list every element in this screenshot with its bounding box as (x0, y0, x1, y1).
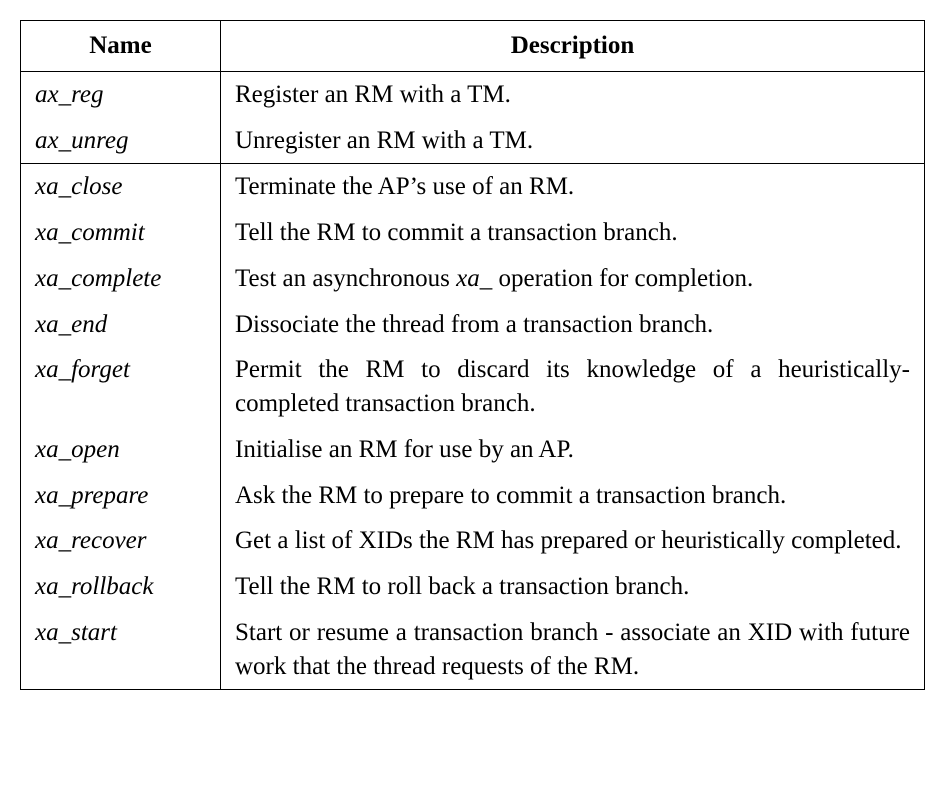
function-name: ax_unreg (21, 118, 221, 164)
function-description: Test an asynchronous xa_ operation for c… (221, 256, 925, 302)
function-name: xa_open (21, 427, 221, 473)
function-name: xa_end (21, 302, 221, 348)
table-row: xa_commitTell the RM to commit a transac… (21, 210, 925, 256)
col-header-name: Name (21, 21, 221, 72)
table-row: xa_forgetPermit the RM to discard its kn… (21, 347, 925, 427)
function-description: Dissociate the thread from a transaction… (221, 302, 925, 348)
function-description: Tell the RM to commit a transaction bran… (221, 210, 925, 256)
table-row: ax_unregUnregister an RM with a TM. (21, 118, 925, 164)
table-row: xa_completeTest an asynchronous xa_ oper… (21, 256, 925, 302)
function-name: ax_reg (21, 71, 221, 117)
function-description: Start or resume a transaction branch - a… (221, 610, 925, 690)
function-description: Tell the RM to roll back a transaction b… (221, 564, 925, 610)
function-name: xa_recover (21, 518, 221, 564)
function-name: xa_rollback (21, 564, 221, 610)
table-row: xa_prepareAsk the RM to prepare to commi… (21, 473, 925, 519)
function-name: xa_commit (21, 210, 221, 256)
function-description: Permit the RM to discard its knowledge o… (221, 347, 925, 427)
table-row: xa_openInitialise an RM for use by an AP… (21, 427, 925, 473)
table-header-row: Name Description (21, 21, 925, 72)
table-row: xa_recoverGet a list of XIDs the RM has … (21, 518, 925, 564)
function-name: xa_complete (21, 256, 221, 302)
function-name: xa_forget (21, 347, 221, 427)
xa-functions-table: Name Description ax_regRegister an RM wi… (20, 20, 925, 690)
table-row: xa_startStart or resume a transaction br… (21, 610, 925, 690)
function-name: xa_prepare (21, 473, 221, 519)
function-description: Register an RM with a TM. (221, 71, 925, 117)
table-row: xa_closeTerminate the AP’s use of an RM. (21, 164, 925, 210)
table-row: ax_regRegister an RM with a TM. (21, 71, 925, 117)
col-header-description: Description (221, 21, 925, 72)
function-name: xa_close (21, 164, 221, 210)
function-description: Unregister an RM with a TM. (221, 118, 925, 164)
function-description: Initialise an RM for use by an AP. (221, 427, 925, 473)
table-row: xa_rollbackTell the RM to roll back a tr… (21, 564, 925, 610)
function-description: Ask the RM to prepare to commit a transa… (221, 473, 925, 519)
function-name: xa_start (21, 610, 221, 690)
function-description: Terminate the AP’s use of an RM. (221, 164, 925, 210)
function-description: Get a list of XIDs the RM has prepared o… (221, 518, 925, 564)
table-row: xa_endDissociate the thread from a trans… (21, 302, 925, 348)
